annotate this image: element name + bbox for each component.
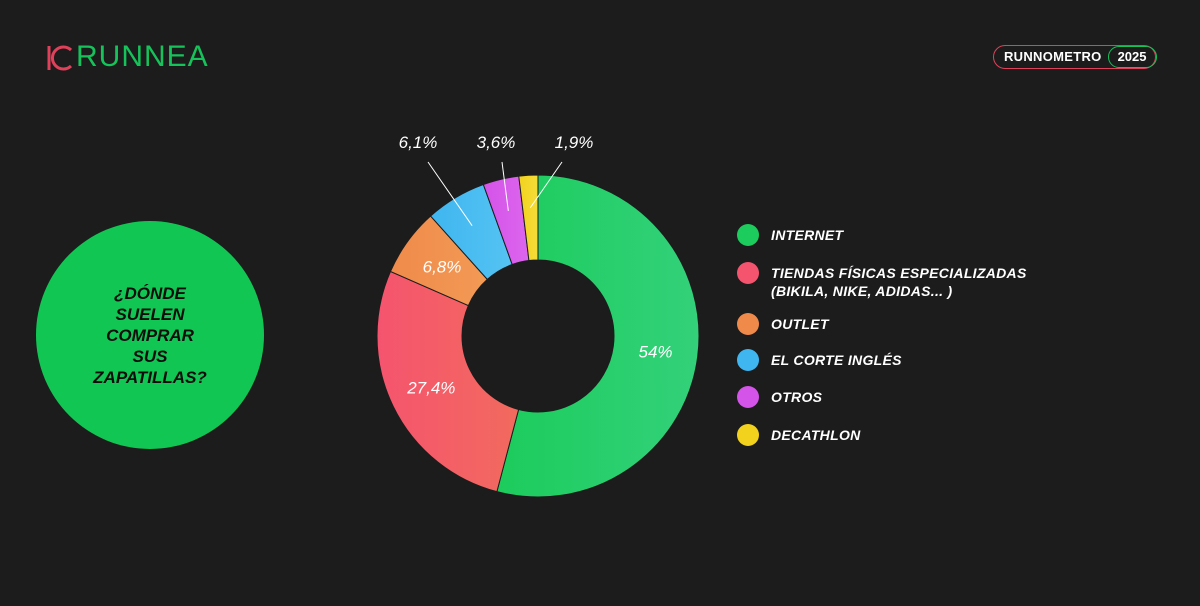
legend-label: TIENDAS FÍSICAS ESPECIALIZADAS bbox=[771, 265, 1027, 281]
question-circle: ¿DÓNDE SUELEN COMPRAR SUS ZAPATILLAS? bbox=[36, 221, 264, 449]
legend-item-internet: INTERNET bbox=[737, 224, 844, 246]
legend-swatch bbox=[737, 262, 759, 284]
question-line: ¿DÓNDE bbox=[114, 283, 186, 303]
legend-label: INTERNET bbox=[771, 227, 844, 243]
legend-swatch bbox=[737, 424, 759, 446]
slice-label-internet: 54% bbox=[638, 342, 672, 361]
runnea-logo-mark bbox=[47, 45, 73, 71]
runnometro-badge: RUNNOMETRO 2025 bbox=[992, 45, 1157, 69]
legend-label: OUTLET bbox=[771, 316, 829, 332]
leader-line-el-corte-ingles bbox=[427, 161, 473, 226]
legend-label: EL CORTE INGLÉS bbox=[771, 352, 902, 368]
question-line: COMPRAR bbox=[106, 325, 194, 345]
leader-line-decathlon bbox=[529, 161, 563, 209]
legend-item-outlet: OUTLET bbox=[737, 313, 829, 335]
legend-item-decathlon: DECATHLON bbox=[737, 424, 861, 446]
slice-label-decathlon: 1,9% bbox=[555, 133, 594, 152]
legend-label: DECATHLON bbox=[771, 427, 861, 443]
legend-swatch bbox=[737, 313, 759, 335]
legend-item-el-corte-ingles: EL CORTE INGLÉS bbox=[737, 349, 902, 371]
legend-label: OTROS bbox=[771, 389, 823, 405]
slice-label-otros: 3,6% bbox=[477, 133, 516, 152]
legend-sublabel: (BIKILA, NIKE, ADIDAS... ) bbox=[771, 283, 953, 299]
question-line: ZAPATILLAS? bbox=[93, 367, 207, 387]
question-line: SUS bbox=[132, 346, 168, 366]
slice-internet bbox=[496, 174, 700, 498]
legend-swatch bbox=[737, 386, 759, 408]
runnea-logo: RUNNEA bbox=[44, 40, 209, 74]
leader-line-otros bbox=[501, 161, 509, 212]
badge-year: 2025 bbox=[1107, 46, 1157, 68]
legend-swatch bbox=[737, 224, 759, 246]
question-line: SUELEN bbox=[115, 304, 185, 324]
legend-swatch bbox=[737, 349, 759, 371]
logo-text: RUNNEA bbox=[76, 40, 209, 73]
slice-decathlon bbox=[518, 174, 539, 262]
slice-label-outlet: 6,8% bbox=[423, 258, 462, 277]
slice-tiendas bbox=[376, 270, 520, 493]
slice-label-el-corte-ingles: 6,1% bbox=[399, 133, 438, 152]
legend-item-tiendas: TIENDAS FÍSICAS ESPECIALIZADAS (BIKILA, … bbox=[737, 262, 1027, 300]
slice-label-tiendas: 27,4% bbox=[406, 379, 455, 398]
question-text: ¿DÓNDE SUELEN COMPRAR SUS ZAPATILLAS? bbox=[75, 283, 225, 388]
legend-item-otros: OTROS bbox=[737, 386, 823, 408]
badge-label: RUNNOMETRO bbox=[1003, 49, 1102, 64]
